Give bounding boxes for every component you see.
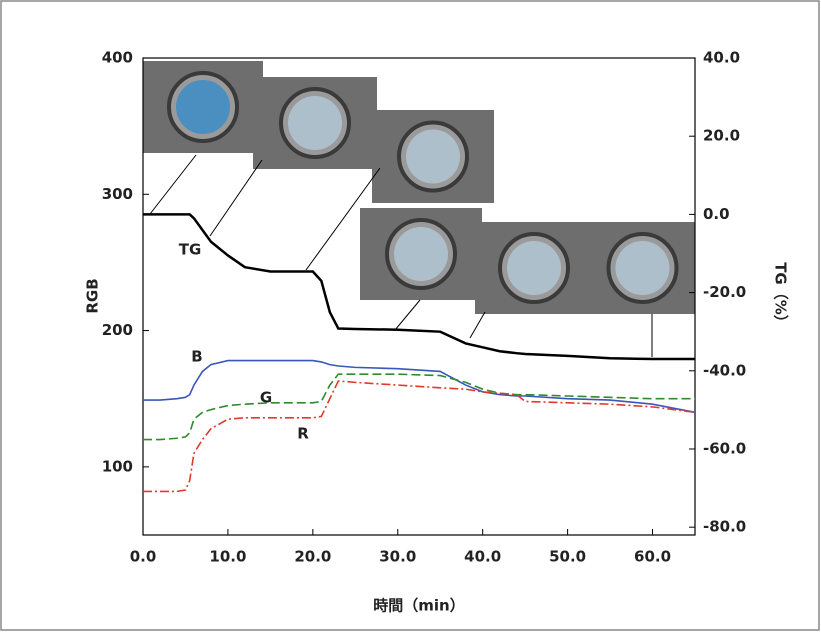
connector bbox=[394, 299, 421, 331]
series-line bbox=[143, 359, 696, 414]
x-tick-label: 40.0 bbox=[464, 548, 501, 566]
photo-sample bbox=[507, 241, 561, 295]
x-tick-label: 0.0 bbox=[130, 548, 157, 566]
y2-axis-label: TG（%） bbox=[772, 262, 790, 330]
connector bbox=[209, 159, 263, 237]
y-axis-label: RGB bbox=[84, 278, 102, 313]
y-tick-label: 100 bbox=[102, 457, 133, 475]
photo-sample bbox=[176, 80, 230, 134]
y2-tick-label: 20.0 bbox=[703, 127, 740, 145]
y2-tick-label: -40.0 bbox=[703, 361, 746, 379]
photo-sample bbox=[406, 129, 460, 184]
series-line bbox=[143, 380, 696, 493]
y2-tick-label: -80.0 bbox=[703, 518, 746, 536]
connector bbox=[149, 154, 197, 215]
x-tick-label: 20.0 bbox=[294, 548, 331, 566]
annotation: R bbox=[297, 425, 309, 443]
x-tick-label: 10.0 bbox=[209, 548, 246, 566]
photos bbox=[143, 61, 695, 314]
plot-frame bbox=[142, 57, 696, 536]
y-tick-label: 400 bbox=[102, 49, 133, 67]
annotation: TG bbox=[179, 241, 202, 259]
connector bbox=[305, 167, 381, 271]
annotation: B bbox=[191, 348, 202, 366]
photo-sample bbox=[288, 96, 342, 150]
y-tick-label: 200 bbox=[102, 321, 133, 339]
x-tick-label: 30.0 bbox=[379, 548, 416, 566]
series-line bbox=[143, 373, 695, 441]
series-line bbox=[143, 213, 695, 361]
connector bbox=[469, 311, 486, 339]
y2-tick-label: -20.0 bbox=[703, 283, 746, 301]
annotation: G bbox=[260, 389, 272, 407]
photo-sample bbox=[615, 241, 670, 295]
y2-tick-label: -60.0 bbox=[703, 439, 746, 457]
x-tick-label: 60.0 bbox=[634, 548, 671, 566]
y2-tick-label: 0.0 bbox=[703, 205, 730, 223]
y2-tick-label: 40.0 bbox=[703, 49, 740, 67]
photo-sample bbox=[394, 227, 448, 281]
y-tick-label: 300 bbox=[102, 185, 133, 203]
x-tick-label: 50.0 bbox=[549, 548, 586, 566]
x-axis-label: 時間（min） bbox=[373, 597, 464, 615]
